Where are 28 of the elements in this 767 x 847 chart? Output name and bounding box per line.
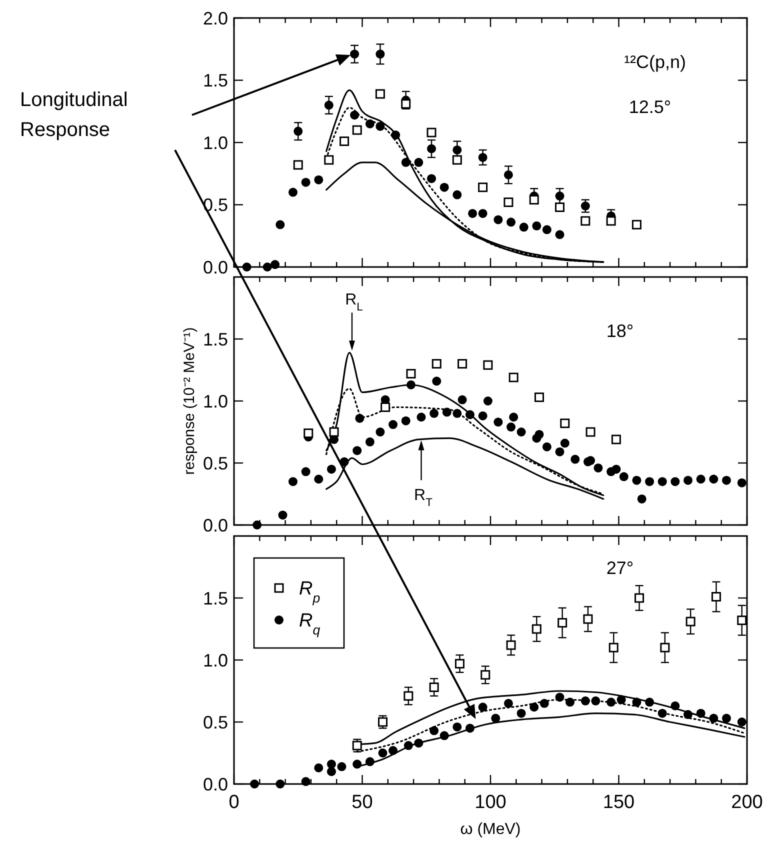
y-axis-title: response (10⁻² MeV⁻¹) (181, 327, 198, 475)
annotation: R$_{T}$ (414, 487, 433, 510)
y-tick-label: 2.0 (202, 8, 228, 28)
text: 27° (606, 558, 634, 578)
legend-label: R$_{p}$ (299, 578, 320, 606)
x-tick-label: 150 (602, 792, 635, 813)
y-tick-label: 1.5 (202, 588, 228, 608)
y-tick-label: 0.0 (202, 515, 228, 536)
x-tick-label: 50 (352, 792, 373, 813)
y-tick-label: 1.0 (202, 132, 228, 153)
y-tick-label: 1.0 (202, 650, 228, 670)
text: 18° (606, 321, 634, 341)
y-tick-label: 0.5 (202, 712, 228, 732)
x-tick-label: 0 (228, 792, 240, 813)
x-tick-label: 100 (474, 792, 506, 813)
text: Longitudinal Response (20, 89, 128, 141)
y-tick-label: 0.0 (202, 774, 228, 794)
annotation: ¹²C(p,n) (624, 52, 686, 72)
y-tick-label: 1.5 (202, 70, 228, 91)
annotation: R$_{L}$ (345, 292, 363, 314)
x-tick-label: 200 (731, 792, 763, 813)
y-tick-label: 0.5 (202, 453, 228, 474)
x-axis-title: ω (MeV) (460, 821, 521, 838)
y-tick-label: 0.0 (202, 257, 228, 278)
text: 12.5° (628, 97, 672, 117)
legend-label: R$_{q}$ (299, 610, 321, 638)
y-tick-label: 1.0 (202, 391, 228, 412)
y-tick-label: 1.5 (202, 329, 228, 350)
